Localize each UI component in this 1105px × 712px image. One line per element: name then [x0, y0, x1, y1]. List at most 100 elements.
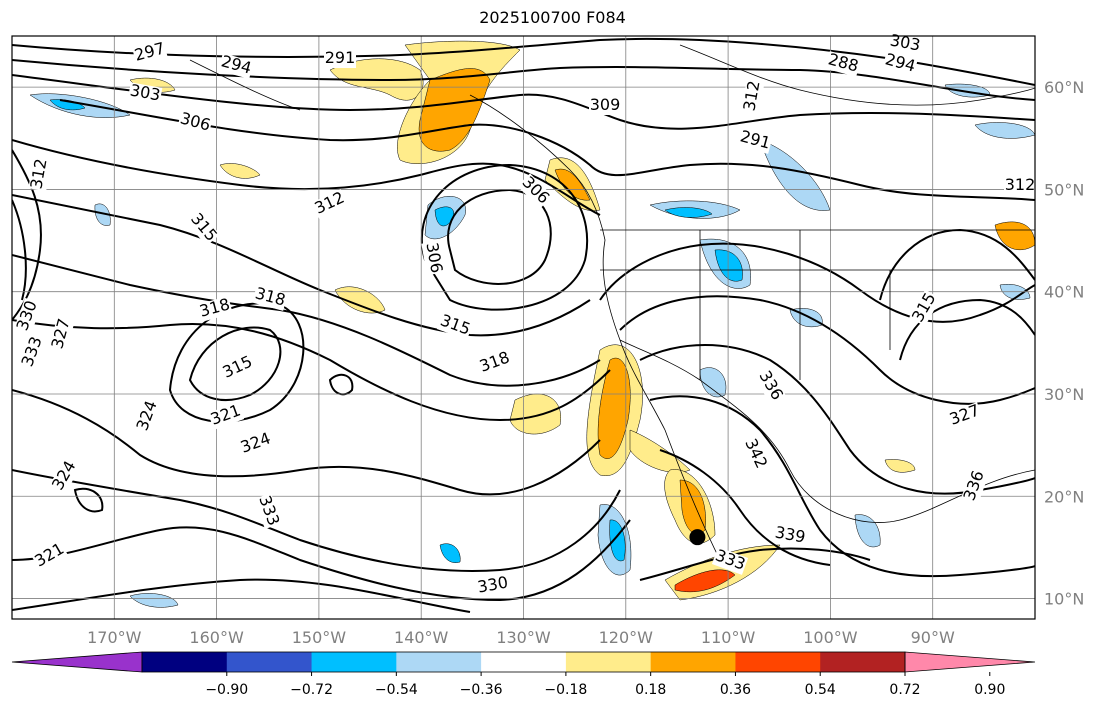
marker-dot: [689, 529, 706, 546]
longitude-labels: 170°W 160°W 150°W 140°W 130°W 120°W 110°W 100°W…: [87, 628, 955, 647]
lon-tick-label: 170°W: [87, 628, 142, 647]
shade-negative: [94, 203, 111, 226]
contour-line: [447, 188, 552, 285]
contour-label-bg: [31, 540, 69, 572]
coastline: [469, 94, 721, 561]
lat-tick-label: 50°N: [1044, 180, 1084, 199]
lon-tick-label: 120°W: [599, 628, 654, 647]
coastline: [619, 339, 1035, 523]
contour-label-bg: [475, 574, 511, 598]
contour-label-bg: [421, 240, 445, 276]
contour-label-bg: [185, 209, 221, 247]
lat-tick-label: 40°N: [1044, 283, 1084, 302]
contour-label-bg: [517, 173, 553, 209]
contour-label-bg: [772, 524, 808, 548]
shade-negative: [699, 367, 727, 398]
lon-tick-label: 90°W: [911, 628, 955, 647]
contour-line: [12, 319, 611, 422]
contour-label-bg: [132, 40, 168, 66]
contour-label-bg: [436, 312, 474, 340]
contour-line: [599, 242, 1035, 323]
lon-tick-label: 150°W: [292, 628, 347, 647]
contour-label-bg: [946, 402, 984, 430]
colorbar-outline: [141, 651, 906, 673]
contour-line: [619, 295, 1035, 405]
contour-label: 309: [590, 95, 621, 114]
latitude-labels: 60°N 50°N 40°N 30°N 20°N 10°N: [1044, 78, 1084, 608]
contour-line: [12, 199, 27, 301]
contour-label-bg: [19, 333, 47, 371]
lon-tick-label: 160°W: [189, 628, 244, 647]
colorbar-tick-label: −0.72: [290, 682, 333, 698]
contour-label-bg: [882, 51, 918, 77]
contour-label-bg: [754, 367, 786, 405]
contour-line: [59, 99, 1035, 201]
shade-positive: [884, 459, 916, 473]
colorbar-tick-label: 0.90: [974, 682, 1005, 698]
contour-label-bg: [589, 97, 621, 115]
contour-line: [12, 519, 631, 602]
colorbar-tick-label: 0.36: [720, 682, 751, 698]
colorbar-tick-label: −0.90: [205, 682, 248, 698]
colorbar-tick-label: 0.72: [889, 682, 920, 698]
shade-positive: [509, 393, 562, 435]
contour-line: [12, 389, 601, 496]
colorbar-swatch: [650, 652, 736, 672]
contour-label-bg: [14, 297, 42, 335]
shade-positive: [679, 479, 706, 535]
lon-tick-label: 130°W: [496, 628, 551, 647]
contour-label: 291: [325, 48, 356, 67]
shade-negative: [439, 543, 461, 563]
shade-positive: [994, 221, 1035, 251]
colorbar-swatch: [396, 652, 482, 672]
lat-tick-label: 20°N: [1044, 487, 1084, 506]
contour-line: [649, 395, 1035, 578]
contour-label-bg: [28, 156, 52, 192]
contour-label-bg: [311, 189, 349, 219]
contour-line: [12, 74, 1035, 130]
contour-label-bg: [218, 53, 254, 79]
colorbar-extend-min: [11, 651, 143, 673]
contour-label-bg: [207, 402, 245, 430]
contour-label-bg: [909, 289, 941, 327]
shade-positive: [629, 429, 691, 473]
colorbar-tick-label: 0.54: [805, 682, 836, 698]
shade-positive: [334, 286, 386, 314]
colorbar-tick-label: −0.18: [544, 682, 587, 698]
lat-tick-label: 60°N: [1044, 78, 1084, 97]
shade-positive: [674, 569, 736, 593]
colorbar-swatch: [481, 652, 567, 672]
lon-tick-label: 140°W: [394, 628, 449, 647]
contour-label-bg: [740, 435, 770, 473]
contour-label-bg: [324, 50, 356, 68]
contour-label-bg: [237, 430, 275, 458]
contour-label-bg: [49, 316, 75, 352]
contour-line: [420, 163, 589, 311]
colorbar-swatch: [820, 652, 906, 672]
state-line: [600, 229, 1035, 380]
contour-label-bg: [1004, 177, 1036, 195]
shaded-field-layer: [29, 40, 1035, 608]
contour-line: [73, 487, 104, 513]
contour-label-bg: [127, 82, 163, 106]
contour-label-bg: [741, 78, 765, 114]
colorbar-swatch: [735, 652, 821, 672]
colorbar-swatch: [226, 652, 313, 672]
coastline: [189, 59, 301, 111]
colorbar-tick-label: −0.54: [375, 682, 418, 698]
colorbar-tick-label: −0.36: [460, 682, 503, 698]
shade-negative: [974, 122, 1035, 139]
lat-tick-label: 30°N: [1044, 385, 1084, 404]
contour-label-bg: [887, 32, 923, 56]
contour-label-bg: [49, 457, 81, 495]
contour-line: [12, 149, 42, 321]
contour-line: [659, 449, 831, 566]
lat-tick-label: 10°N: [1044, 590, 1084, 609]
lon-tick-label: 100°W: [803, 628, 858, 647]
contour-line: [899, 298, 1035, 361]
shade-positive: [597, 357, 631, 459]
coastline: [679, 44, 1035, 106]
shade-negative: [714, 249, 743, 282]
contour-label-bg: [476, 349, 514, 377]
